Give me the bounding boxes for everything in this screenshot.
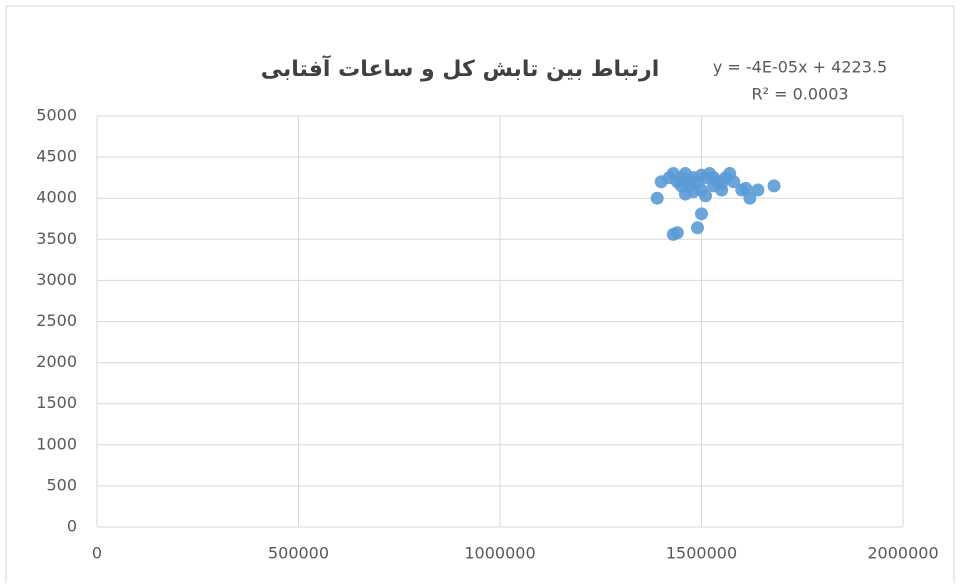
y-tick-label: 0	[67, 517, 77, 536]
y-tick-label: 3000	[36, 270, 77, 289]
point	[699, 189, 713, 203]
point	[695, 168, 708, 182]
point	[682, 173, 696, 187]
chart-frame	[5, 5, 955, 587]
y-tick-label: 5000	[36, 106, 77, 125]
y-tick-label: 3500	[36, 229, 77, 248]
x-tick-label: 0	[92, 544, 102, 563]
y-tick-label: 4500	[36, 147, 77, 166]
point	[670, 226, 684, 240]
point	[695, 207, 708, 221]
y-tick-label: 1000	[36, 434, 77, 453]
point	[715, 176, 729, 190]
y-tick-label: 500	[46, 475, 77, 494]
chart-title: ارتباط بین تابش کل و ساعات آفتابی	[261, 54, 660, 82]
y-tick-label: 2000	[36, 352, 77, 371]
x-tick-label: 1000000	[464, 544, 535, 563]
y-tick-label: 1500	[36, 393, 77, 412]
point	[767, 179, 781, 193]
point	[743, 191, 757, 205]
point	[650, 191, 664, 205]
point	[751, 183, 765, 197]
point	[690, 221, 704, 235]
point	[727, 175, 741, 189]
point	[739, 181, 753, 195]
x-tick-label: 500000	[268, 544, 329, 563]
x-tick-label: 1500000	[666, 544, 737, 563]
r-squared: R² = 0.0003	[751, 85, 848, 104]
y-tick-label: 4000	[36, 188, 77, 207]
trendline-equation: y = -4E-05x + 4223.5	[713, 58, 887, 77]
x-tick-label: 2000000	[867, 544, 938, 563]
point	[686, 185, 700, 199]
y-tick-label: 2500	[36, 311, 77, 330]
